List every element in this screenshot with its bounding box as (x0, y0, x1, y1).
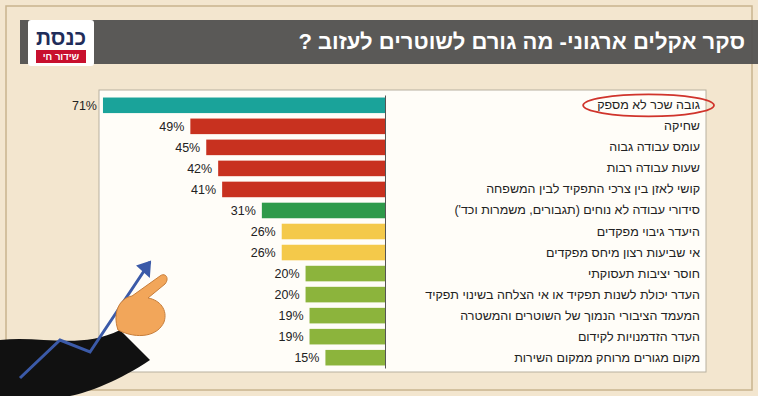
plot-frame (99, 90, 706, 372)
title: סקר אקלים ארגוני- מה גורם לשוטרים לעזוב … (298, 29, 745, 54)
bar (103, 98, 385, 114)
tick: העדר הזדמנויות לקידום (578, 330, 700, 344)
chart-svg: סקר אקלים ארגוני- מה גורם לשוטרים לעזוב … (0, 0, 758, 396)
category-label: שעות עבודה רבות (607, 161, 700, 175)
trend-arrow-head (138, 262, 150, 276)
category-label: גובה שכר לא מספק (597, 98, 700, 112)
data-label: 26% (251, 246, 276, 260)
data-label: 42% (187, 162, 212, 176)
category-label: אי שביעות רצון מיחס מפקדים (546, 246, 700, 260)
tick: שעות עבודה רבות (607, 161, 700, 175)
tick: היעדר גיבוי מפקדים (597, 225, 700, 239)
data-label: 45% (175, 141, 200, 155)
bar (325, 350, 385, 366)
category-label: העדר הזדמנויות לקידום (578, 330, 700, 344)
sleeve (0, 330, 150, 396)
bar (282, 245, 385, 261)
tick: קושי לאזן בין צרכי התפקיד לבין המשפחה (486, 182, 700, 196)
data-label: 41% (191, 183, 216, 197)
category-label: חוסר יציבות תעסוקתי (588, 267, 700, 281)
category-label: היעדר גיבוי מפקדים (597, 225, 700, 239)
axis-line (385, 96, 386, 369)
tick: מקום מגורים מרוחק ממקום השירות (514, 351, 700, 365)
category-label: קושי לאזן בין צרכי התפקיד לבין המשפחה (486, 182, 700, 196)
category-label: המעמד הציבורי הנמוך של השוטרים והמשטרה (460, 309, 700, 323)
bar (222, 182, 385, 198)
tick: סידורי עבודה לא נוחים (תגבורים, משמרות ו… (454, 203, 700, 217)
tick: המעמד הציבורי הנמוך של השוטרים והמשטרה (460, 309, 700, 323)
bar (306, 287, 385, 303)
tick: אי שביעות רצון מיחס מפקדים (546, 246, 700, 260)
tick: העדר יכולת לשנות תפקיד או אי הצלחה בשינו… (425, 288, 700, 302)
y-axis: גובה שכר לא מספק שחיקה עומס עבודה גבוה שעות… (386, 96, 701, 369)
tick: חוסר יציבות תעסוקתי (588, 267, 700, 281)
chart-container: סקר אקלים ארגוני- מה גורם לשוטרים לעזוב … (0, 0, 758, 396)
category-label: שחיקה (664, 119, 700, 133)
category-label: מקום מגורים מרוחק ממקום השירות (514, 351, 700, 365)
bar (206, 140, 385, 156)
bar (262, 203, 385, 219)
data-label: 49% (159, 120, 184, 134)
bar (190, 119, 385, 135)
bars (103, 98, 385, 366)
bar (218, 161, 385, 177)
data-label: 20% (275, 267, 300, 281)
bar (310, 308, 385, 324)
category-label: העדר יכולת לשנות תפקיד או אי הצלחה בשינו… (425, 288, 700, 302)
data-label: 15% (294, 351, 319, 365)
hand (116, 275, 167, 336)
bar (282, 224, 385, 240)
tick: שחיקה (664, 119, 700, 133)
category-label: סידורי עבודה לא נוחים (תגבורים, משמרות ו… (454, 203, 700, 217)
tick: גובה שכר לא מספק (597, 98, 700, 112)
title-band (20, 20, 758, 64)
data-label: 19% (278, 330, 303, 344)
tick: עומס עבודה גבוה (609, 140, 700, 154)
logo-text: כנסת (36, 26, 86, 49)
logo-box (28, 20, 94, 66)
data-label: 20% (275, 288, 300, 302)
category-label: עומס עבודה גבוה (609, 140, 700, 154)
data-label: 26% (251, 225, 276, 239)
data-label: 19% (278, 309, 303, 323)
highlight-ellipse (583, 94, 714, 116)
logo-live-box (36, 50, 86, 63)
bar (310, 329, 385, 345)
bar (306, 266, 385, 282)
data-label: 31% (231, 204, 256, 218)
background (0, 0, 758, 396)
logo-live-text: שידור חי (43, 51, 80, 62)
decoration (0, 262, 167, 396)
data-label: 71% (72, 99, 97, 113)
